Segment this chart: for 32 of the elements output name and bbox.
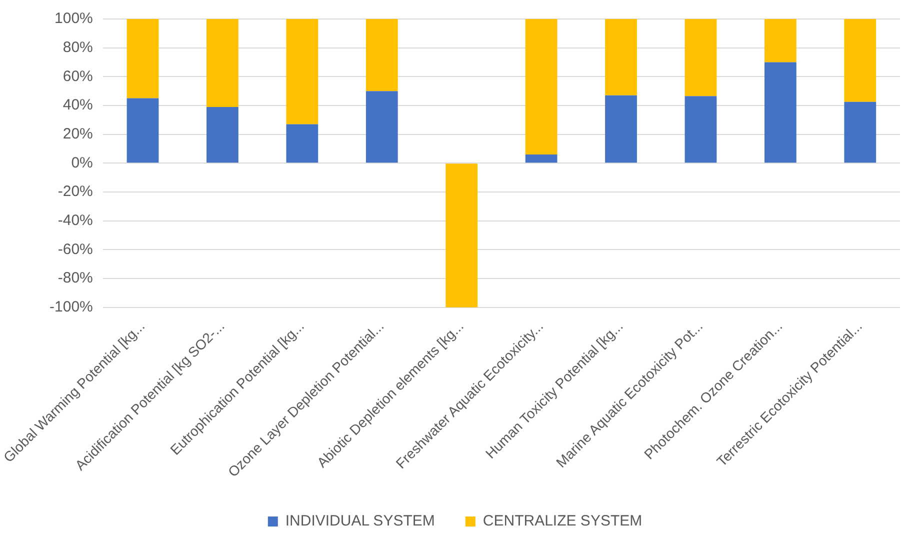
y-tick-label: 60% — [62, 68, 93, 85]
bar — [525, 19, 558, 155]
bar — [286, 124, 318, 163]
bar — [764, 19, 796, 62]
y-tick-label: -80% — [58, 270, 93, 287]
y-tick-label: 40% — [62, 96, 93, 114]
bar — [525, 154, 558, 163]
bar — [366, 91, 398, 163]
bar — [764, 62, 796, 163]
y-tick-label: -40% — [58, 212, 93, 229]
bar — [126, 98, 159, 163]
bar — [605, 19, 637, 96]
bar — [286, 19, 318, 124]
bar — [844, 102, 876, 163]
y-tick-label: 100% — [54, 10, 93, 28]
y-tick-label: -100% — [50, 298, 93, 316]
bar — [206, 19, 238, 107]
bar — [844, 19, 876, 102]
y-tick-label: 20% — [62, 125, 93, 142]
bar — [605, 95, 637, 163]
bar — [206, 106, 238, 163]
y-tick-label: -60% — [58, 240, 93, 258]
legend-label: INDIVIDUAL SYSTEM — [285, 512, 435, 530]
legend-label: CENTRALIZE SYSTEM — [482, 512, 642, 530]
bar — [366, 19, 398, 92]
y-tick-label: -20% — [58, 183, 93, 200]
bar — [684, 19, 717, 96]
bar — [126, 19, 159, 98]
bar — [684, 96, 717, 163]
bar — [446, 164, 478, 308]
y-tick-label: 0% — [71, 154, 93, 172]
y-tick-label: 80% — [62, 38, 93, 56]
